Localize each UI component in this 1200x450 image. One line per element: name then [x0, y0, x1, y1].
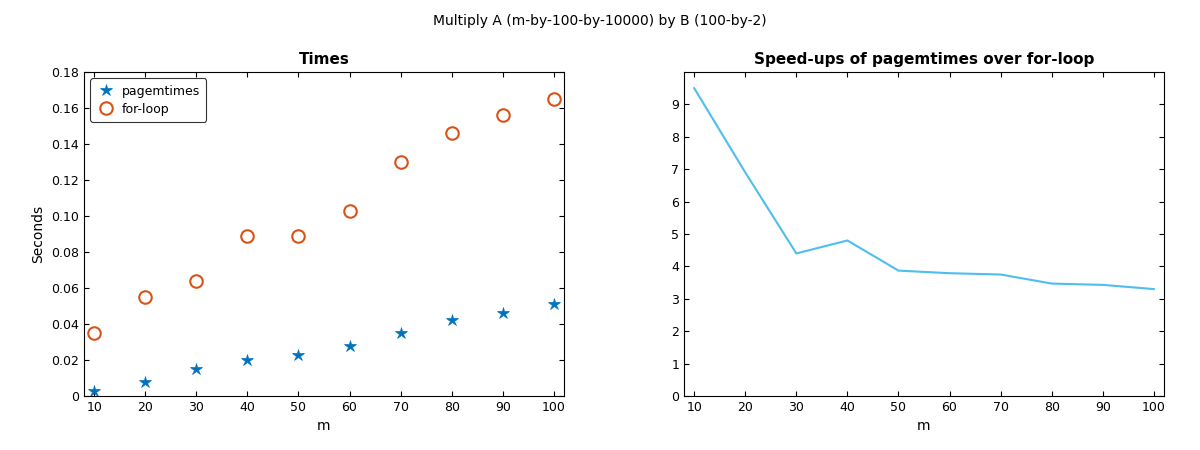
pagemtimes: [546, 302, 560, 307]
for-loop: [496, 112, 510, 118]
pagemtimes: [240, 357, 254, 363]
for-loop: [292, 233, 306, 238]
Legend: pagemtimes, for-loop: pagemtimes, for-loop: [90, 78, 206, 122]
Title: Speed-ups of pagemtimes over for-loop: Speed-ups of pagemtimes over for-loop: [754, 52, 1094, 67]
Y-axis label: Seconds: Seconds: [31, 205, 46, 263]
for-loop: [394, 159, 408, 165]
Line: for-loop: for-loop: [88, 93, 560, 339]
pagemtimes: [342, 343, 356, 348]
for-loop: [444, 130, 458, 136]
Text: Multiply A (m-by-100-by-10000) by B (100-by-2): Multiply A (m-by-100-by-10000) by B (100…: [433, 14, 767, 27]
Title: Times: Times: [299, 52, 349, 67]
for-loop: [546, 96, 560, 102]
for-loop: [88, 330, 102, 336]
pagemtimes: [496, 310, 510, 316]
for-loop: [190, 278, 204, 284]
Line: pagemtimes: pagemtimes: [88, 298, 560, 397]
for-loop: [138, 294, 152, 300]
pagemtimes: [190, 366, 204, 372]
pagemtimes: [138, 379, 152, 384]
pagemtimes: [292, 352, 306, 357]
X-axis label: m: m: [917, 419, 931, 433]
pagemtimes: [394, 330, 408, 336]
pagemtimes: [444, 318, 458, 323]
for-loop: [240, 233, 254, 238]
X-axis label: m: m: [317, 419, 331, 433]
pagemtimes: [88, 388, 102, 393]
for-loop: [342, 208, 356, 213]
